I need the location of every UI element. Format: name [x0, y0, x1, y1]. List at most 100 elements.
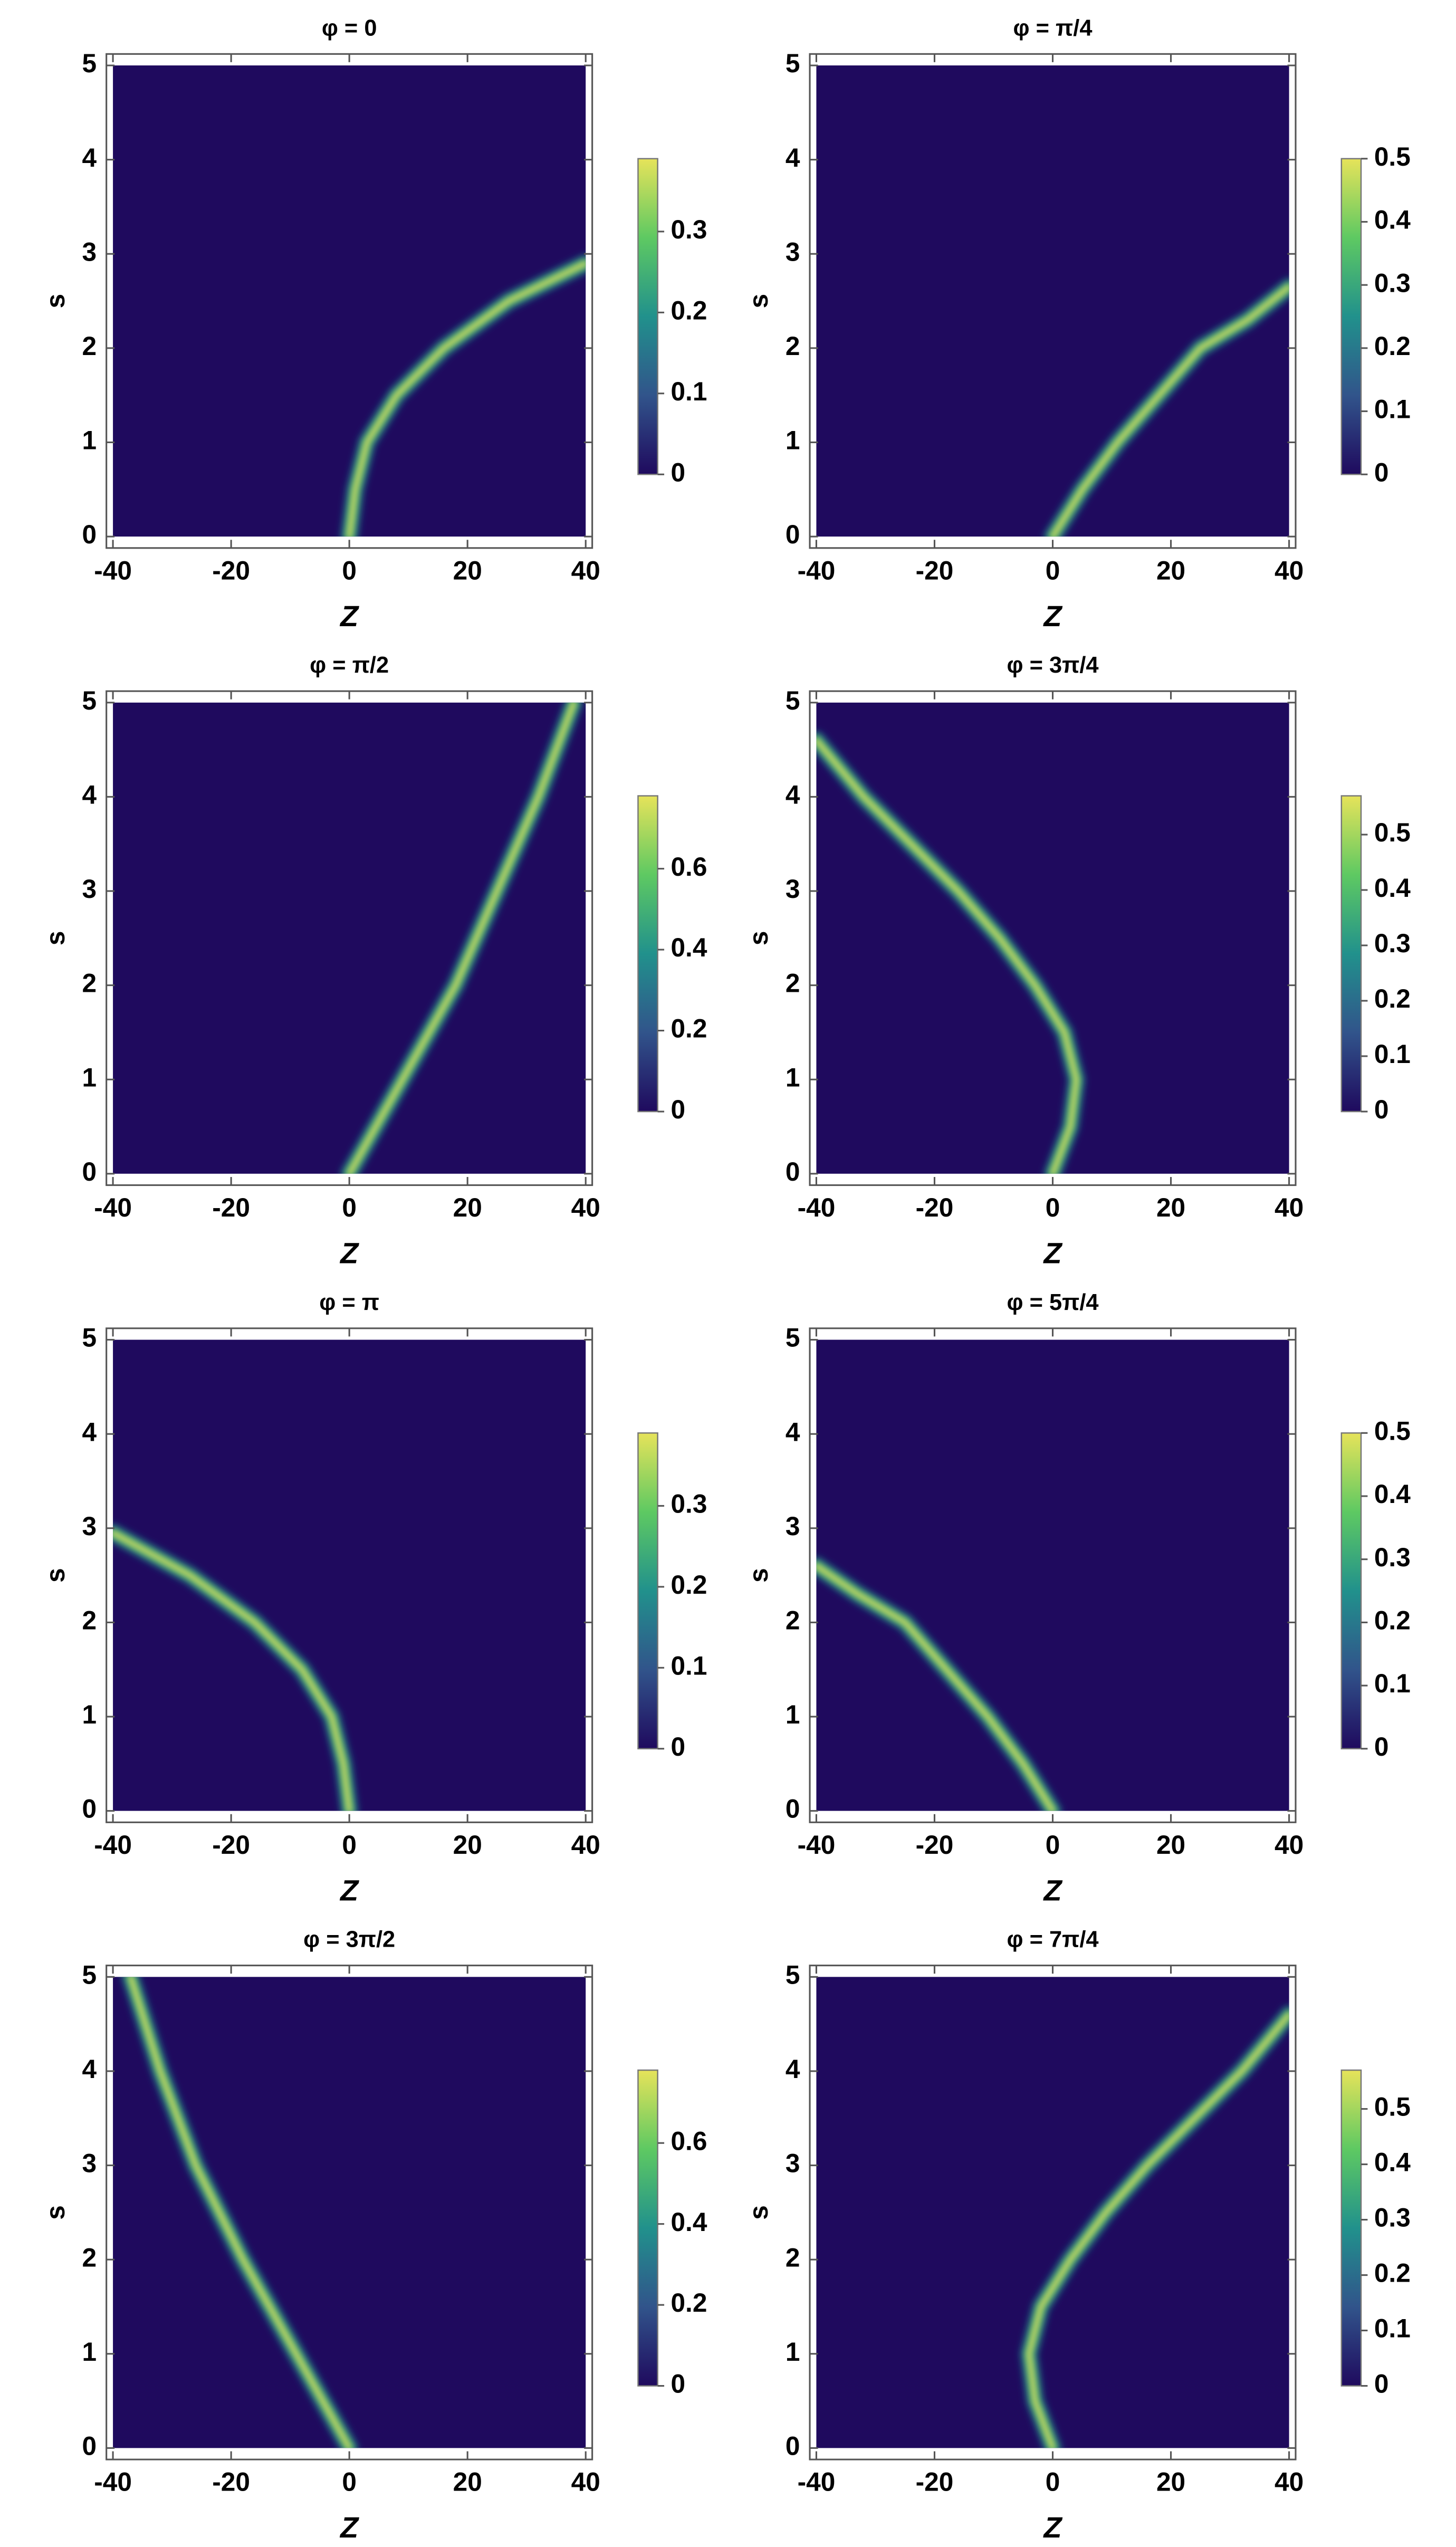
colorbar-tick-label: 0.1 [1374, 395, 1411, 424]
y-tick-label: 3 [82, 237, 97, 266]
y-tick-label: 4 [786, 143, 800, 173]
colorbar-tick-label: 0.6 [670, 2126, 707, 2156]
x-tick-label: 0 [342, 2467, 357, 2497]
y-tick-label: 4 [82, 2054, 97, 2084]
y-tick-label: 5 [82, 1323, 97, 1353]
x-tick-label: -20 [212, 556, 250, 585]
colorbar-tick-label: 0.3 [670, 215, 707, 244]
colorbar-tick-label: 0 [670, 1732, 685, 1761]
colorbar [1340, 795, 1362, 1113]
colorbar-tick-label: 0 [1374, 1732, 1389, 1761]
y-tick-label: 4 [82, 780, 97, 810]
plot-background [816, 1339, 1289, 1811]
x-axis-label: Z [1042, 2511, 1062, 2544]
x-tick-label: -20 [212, 1193, 250, 1222]
y-tick-label: 5 [82, 1960, 97, 1989]
y-tick-label: 3 [82, 874, 97, 904]
chart-title: φ = 3π/2 [303, 1927, 395, 1952]
x-tick-label: -20 [916, 556, 954, 585]
colorbar-tick-label: 0.4 [1374, 873, 1411, 903]
colorbar-tick-label: 0.2 [670, 2288, 707, 2318]
y-tick-label: 2 [82, 969, 97, 998]
y-tick-label: 2 [786, 969, 800, 998]
x-tick-label: -40 [94, 556, 132, 585]
x-tick-label: 20 [1156, 1830, 1185, 1860]
y-tick-label: 1 [82, 426, 97, 455]
y-tick-label: 3 [786, 237, 800, 266]
ridge [113, 1530, 352, 1811]
x-tick-label: 40 [1275, 1830, 1304, 1860]
y-tick-label: 2 [786, 331, 800, 361]
chart-title: φ = 5π/4 [1007, 1290, 1098, 1315]
colorbar [637, 158, 658, 475]
y-tick-label: 5 [786, 686, 800, 715]
x-tick-label: 0 [1046, 1193, 1060, 1222]
plot-background [113, 1977, 586, 2448]
colorbar-tick-label: 0 [670, 2369, 685, 2399]
colorbar-tick-label: 0.1 [1374, 2314, 1411, 2343]
x-axis-label: Z [339, 1873, 359, 1907]
y-tick-label: 4 [82, 143, 97, 173]
y-tick-label: 1 [786, 426, 800, 455]
x-tick-label: 0 [1046, 556, 1060, 585]
x-axis-label: Z [1042, 1237, 1062, 1270]
chart-title: φ = π/4 [1013, 15, 1093, 41]
x-tick-label: -20 [916, 1830, 954, 1860]
x-tick-label: 40 [1275, 1193, 1304, 1222]
y-tick-label: 3 [786, 1511, 800, 1541]
y-axis-label: s [41, 1568, 70, 1583]
colorbar-tick-label: 0.2 [1374, 1606, 1411, 1635]
y-tick-label: 1 [786, 2337, 800, 2367]
x-tick-label: -40 [94, 2467, 132, 2497]
ridge [816, 738, 1079, 1174]
x-tick-label: 0 [342, 1830, 357, 1860]
y-tick-label: 2 [786, 2243, 800, 2272]
ridge [347, 702, 577, 1174]
x-tick-label: -40 [94, 1830, 132, 1860]
y-tick-label: 3 [82, 1511, 97, 1541]
y-axis-label: s [744, 931, 773, 946]
x-tick-label: -20 [212, 2467, 250, 2497]
y-tick-label: 3 [786, 2149, 800, 2178]
colorbar-tick-label: 0.4 [1374, 2148, 1411, 2177]
colorbar-tick-label: 0.2 [1374, 984, 1411, 1013]
x-tick-label: -20 [916, 2467, 954, 2497]
chart-title: φ = 0 [322, 15, 377, 41]
ridge [347, 261, 586, 537]
colorbar-tick-label: 0.4 [670, 2207, 707, 2237]
colorbar [637, 795, 658, 1113]
x-tick-label: 40 [1275, 556, 1304, 585]
colorbar-tick-label: 0.2 [670, 1570, 707, 1600]
plot-background [816, 1977, 1289, 2448]
colorbar-tick-label: 0.3 [1374, 2203, 1411, 2233]
colorbar-tick-label: 0.3 [670, 1489, 707, 1519]
y-axis-label: s [41, 294, 70, 309]
colorbar-tick-label: 0 [1374, 457, 1389, 487]
colorbar [1340, 1432, 1362, 1750]
y-tick-label: 1 [786, 1700, 800, 1729]
colorbar-tick-label: 0.5 [1374, 818, 1411, 847]
x-tick-label: -20 [212, 1830, 250, 1860]
plot-background [816, 702, 1289, 1174]
y-axis-label: s [744, 1568, 773, 1583]
colorbar-tick-label: 0.4 [1374, 1479, 1411, 1509]
colorbar-tick-label: 0.1 [1374, 1039, 1411, 1069]
colorbar-tick-label: 0.2 [1374, 2258, 1411, 2288]
y-tick-label: 5 [82, 686, 97, 715]
y-tick-label: 0 [82, 2431, 97, 2461]
colorbar-tick-label: 0.4 [670, 933, 707, 962]
colorbar-tick-label: 0.1 [670, 1651, 707, 1680]
colorbar-tick-label: 0 [670, 457, 685, 487]
chart-title: φ = π/2 [310, 653, 389, 678]
colorbar [1340, 2069, 1362, 2387]
x-tick-label: -40 [94, 1193, 132, 1222]
y-axis-label: s [744, 2205, 773, 2220]
x-tick-label: -40 [798, 1193, 836, 1222]
x-axis-label: Z [339, 599, 359, 633]
x-tick-label: 40 [571, 1830, 600, 1860]
x-tick-label: 40 [571, 2467, 600, 2497]
y-tick-label: 3 [786, 874, 800, 904]
colorbar-tick-label: 0.3 [1374, 928, 1411, 958]
y-tick-label: 0 [82, 1794, 97, 1824]
